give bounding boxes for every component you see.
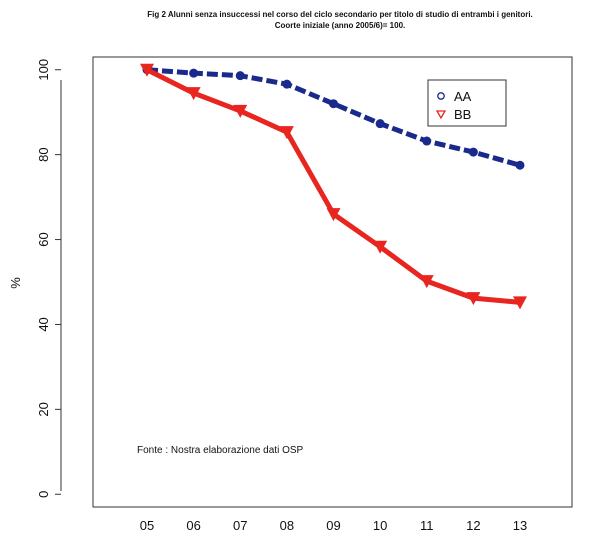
data-point bbox=[422, 136, 432, 146]
data-point bbox=[140, 63, 154, 77]
series bbox=[140, 63, 527, 310]
data-point bbox=[233, 104, 248, 118]
data-point bbox=[373, 240, 388, 254]
data-point bbox=[329, 99, 338, 109]
y-tick-label: 80 bbox=[36, 147, 51, 161]
series-bb bbox=[140, 63, 527, 310]
x-tick-label: 08 bbox=[280, 518, 294, 533]
data-point bbox=[468, 147, 478, 157]
y-ticks: 0 20 40 60 80 100 bbox=[36, 59, 61, 498]
x-ticks: 05 06 07 08 09 10 11 12 13 bbox=[140, 518, 527, 533]
data-point bbox=[279, 126, 294, 140]
y-tick-label: 0 bbox=[36, 491, 51, 498]
data-point bbox=[235, 71, 245, 81]
y-tick-label: 40 bbox=[36, 317, 51, 331]
x-tick-label: 07 bbox=[233, 518, 247, 533]
legend-label-aa: AA bbox=[454, 89, 472, 104]
y-tick-label: 20 bbox=[36, 402, 51, 416]
series-line-aa bbox=[146, 67, 521, 168]
x-tick-label: 13 bbox=[513, 518, 527, 533]
x-tick-label: 10 bbox=[373, 518, 387, 533]
x-tick-label: 06 bbox=[186, 518, 200, 533]
y-tick-label: 100 bbox=[36, 59, 51, 81]
series-aa bbox=[142, 65, 525, 170]
y-tick-label: 60 bbox=[36, 232, 51, 246]
data-point bbox=[466, 292, 481, 306]
x-tick-label: 12 bbox=[466, 518, 480, 533]
data-point bbox=[326, 208, 341, 222]
legend-marker-bb bbox=[435, 110, 447, 120]
data-point bbox=[189, 68, 199, 78]
data-point bbox=[515, 160, 525, 170]
legend-label-bb: BB bbox=[454, 107, 471, 122]
x-tick-label: 09 bbox=[326, 518, 340, 533]
source-annotation: Fonte : Nostra elaborazione dati OSP bbox=[137, 445, 304, 456]
chart-title: Fig 2 Alunni senza insuccessi nel corso … bbox=[147, 10, 533, 19]
y-axis-label: % bbox=[8, 277, 23, 289]
data-point bbox=[186, 87, 201, 101]
plot-frame bbox=[92, 56, 573, 508]
data-point bbox=[282, 79, 292, 89]
legend-marker-aa bbox=[437, 92, 445, 100]
data-point bbox=[419, 275, 434, 289]
data-point bbox=[513, 296, 527, 310]
legend: AA BB bbox=[427, 79, 507, 127]
data-point bbox=[375, 119, 385, 129]
x-tick-label: 11 bbox=[420, 518, 434, 533]
x-tick-label: 05 bbox=[140, 518, 154, 533]
chart-subtitle: Coorte iniziale (anno 2005/6)= 100. bbox=[275, 21, 406, 30]
